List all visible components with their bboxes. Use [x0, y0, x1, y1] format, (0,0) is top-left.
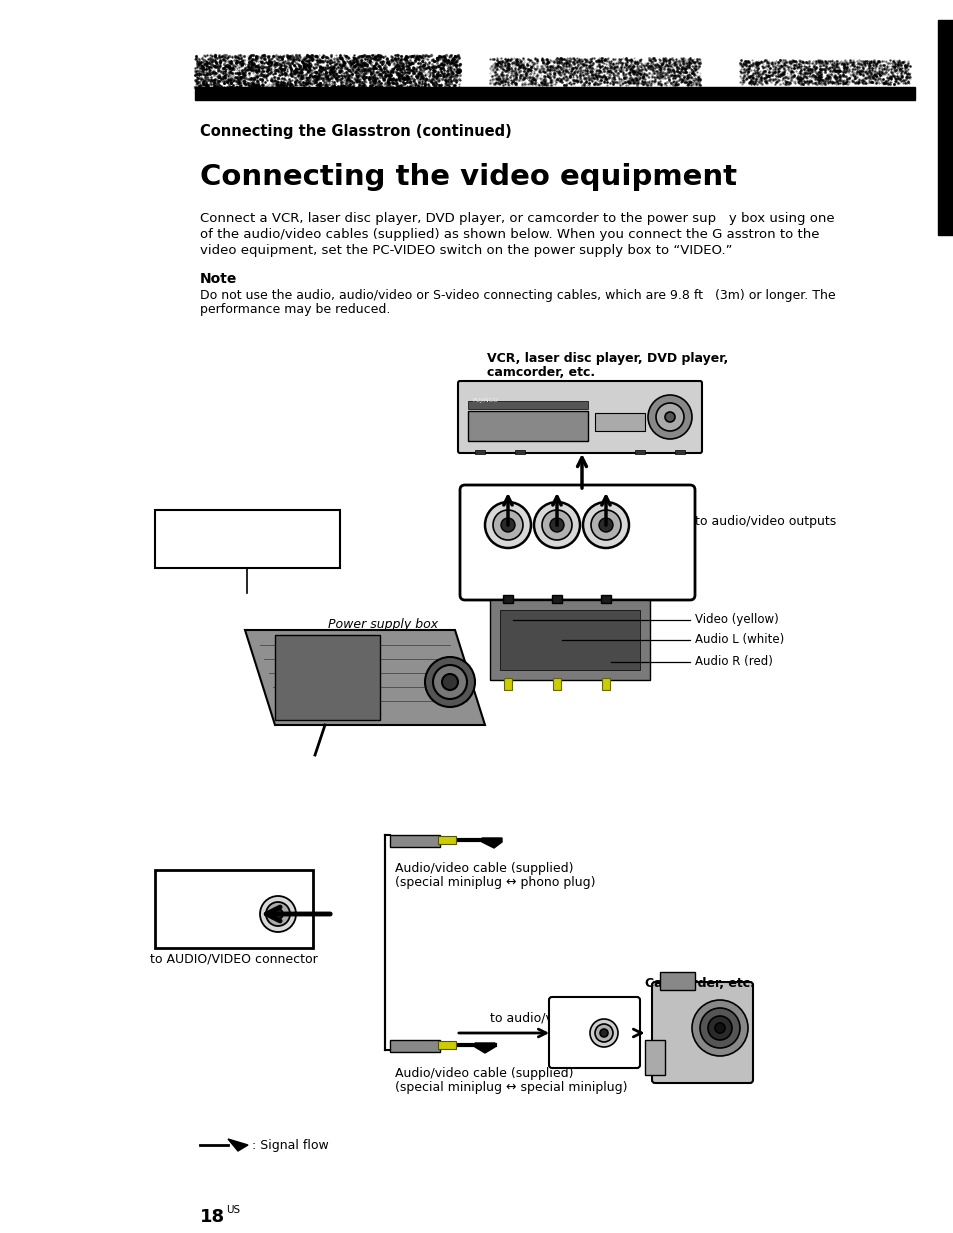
Circle shape: [595, 1023, 613, 1042]
Circle shape: [691, 1000, 747, 1055]
Circle shape: [598, 518, 613, 531]
Circle shape: [582, 502, 628, 547]
FancyBboxPatch shape: [459, 485, 695, 600]
Text: of the audio/video cables (supplied) as shown below. When you connect the G asst: of the audio/video cables (supplied) as …: [200, 228, 819, 240]
Bar: [600, 596, 610, 603]
Text: performance may be reduced.: performance may be reduced.: [200, 303, 390, 316]
Circle shape: [273, 909, 283, 919]
Bar: [154, 870, 313, 948]
Text: camcorder, etc.: camcorder, etc.: [486, 366, 595, 379]
Text: Set the PC-VIDEO switch: Set the PC-VIDEO switch: [171, 518, 323, 531]
Bar: [475, 450, 484, 454]
Text: 18: 18: [200, 1208, 225, 1226]
Circle shape: [700, 1009, 740, 1048]
Bar: [595, 413, 644, 432]
Circle shape: [534, 502, 579, 547]
Polygon shape: [245, 630, 484, 725]
Text: AUDIO / VIDEO: AUDIO / VIDEO: [163, 878, 245, 888]
Circle shape: [541, 510, 572, 540]
Bar: [601, 678, 609, 690]
Circle shape: [500, 518, 515, 531]
Text: to AUDIO/VIDEO connector: to AUDIO/VIDEO connector: [150, 952, 317, 965]
Circle shape: [589, 1018, 618, 1047]
Text: Connecting the video equipment: Connecting the video equipment: [200, 163, 737, 191]
Bar: [553, 678, 560, 690]
Text: Video (yellow): Video (yellow): [695, 614, 778, 626]
Text: video equipment, set the PC-VIDEO switch on the power supply box to “VIDEO.”: video equipment, set the PC-VIDEO switch…: [200, 244, 732, 256]
Bar: [515, 450, 524, 454]
Text: VCR, laser disc player, DVD player,: VCR, laser disc player, DVD player,: [486, 351, 727, 365]
Circle shape: [647, 395, 691, 439]
Circle shape: [493, 510, 522, 540]
Text: Note: Note: [200, 272, 237, 286]
Circle shape: [266, 903, 290, 926]
Text: FUJINCO: FUJINCO: [472, 398, 497, 403]
Polygon shape: [481, 838, 501, 848]
Text: Audio L (white): Audio L (white): [695, 634, 783, 646]
Circle shape: [707, 1016, 731, 1039]
Bar: [194, 88, 914, 100]
Circle shape: [714, 1023, 724, 1033]
Circle shape: [664, 412, 675, 422]
Text: : Signal flow: : Signal flow: [252, 1138, 329, 1152]
Bar: [644, 1039, 664, 1075]
Text: to “VIDEO.”: to “VIDEO.”: [211, 536, 283, 549]
Text: Connecting the Glasstron (continued): Connecting the Glasstron (continued): [200, 125, 511, 139]
Circle shape: [656, 403, 683, 432]
Bar: [659, 972, 695, 990]
Circle shape: [599, 1030, 607, 1037]
Bar: [503, 678, 512, 690]
Text: to audio/video outputs: to audio/video outputs: [695, 515, 836, 529]
Text: US: US: [226, 1205, 240, 1215]
Bar: [675, 450, 684, 454]
Bar: [390, 1039, 439, 1052]
Bar: [552, 596, 561, 603]
Bar: [390, 835, 439, 847]
Circle shape: [441, 674, 457, 690]
FancyBboxPatch shape: [548, 997, 639, 1068]
Text: Do not use the audio, audio/video or S-video connecting cables, which are 9.8 ft: Do not use the audio, audio/video or S-v…: [200, 289, 835, 302]
Text: to audio/video output: to audio/video output: [490, 1012, 624, 1025]
Bar: [154, 510, 339, 568]
Text: ↓: ↓: [231, 890, 239, 900]
Bar: [502, 596, 513, 603]
Circle shape: [550, 518, 563, 531]
Bar: [468, 401, 587, 409]
Polygon shape: [475, 1043, 495, 1053]
Bar: [635, 450, 644, 454]
Circle shape: [590, 510, 620, 540]
Bar: [274, 635, 379, 720]
Text: Audio R (red): Audio R (red): [695, 656, 772, 668]
Bar: [490, 600, 649, 681]
Bar: [437, 1041, 456, 1049]
Text: Power supply box: Power supply box: [328, 618, 437, 631]
Text: Connect a VCR, laser disc player, DVD player, or camcorder to the power sup   y : Connect a VCR, laser disc player, DVD pl…: [200, 212, 834, 224]
FancyBboxPatch shape: [457, 381, 701, 453]
Circle shape: [260, 896, 295, 932]
Text: Audio/video cable (supplied): Audio/video cable (supplied): [395, 1067, 573, 1080]
Text: (special miniplug ↔ special miniplug): (special miniplug ↔ special miniplug): [395, 1081, 627, 1094]
Bar: [937, 20, 953, 236]
Text: Audio/video cable (supplied): Audio/video cable (supplied): [395, 862, 573, 875]
Bar: [437, 836, 456, 845]
Circle shape: [424, 657, 475, 707]
Circle shape: [433, 665, 467, 699]
FancyBboxPatch shape: [651, 981, 752, 1083]
Polygon shape: [228, 1139, 248, 1150]
Text: Camcorder, etc.: Camcorder, etc.: [644, 977, 754, 990]
Circle shape: [484, 502, 531, 547]
Bar: [468, 411, 587, 441]
Bar: [499, 610, 639, 670]
Text: (special miniplug ↔ phono plug): (special miniplug ↔ phono plug): [395, 875, 595, 889]
